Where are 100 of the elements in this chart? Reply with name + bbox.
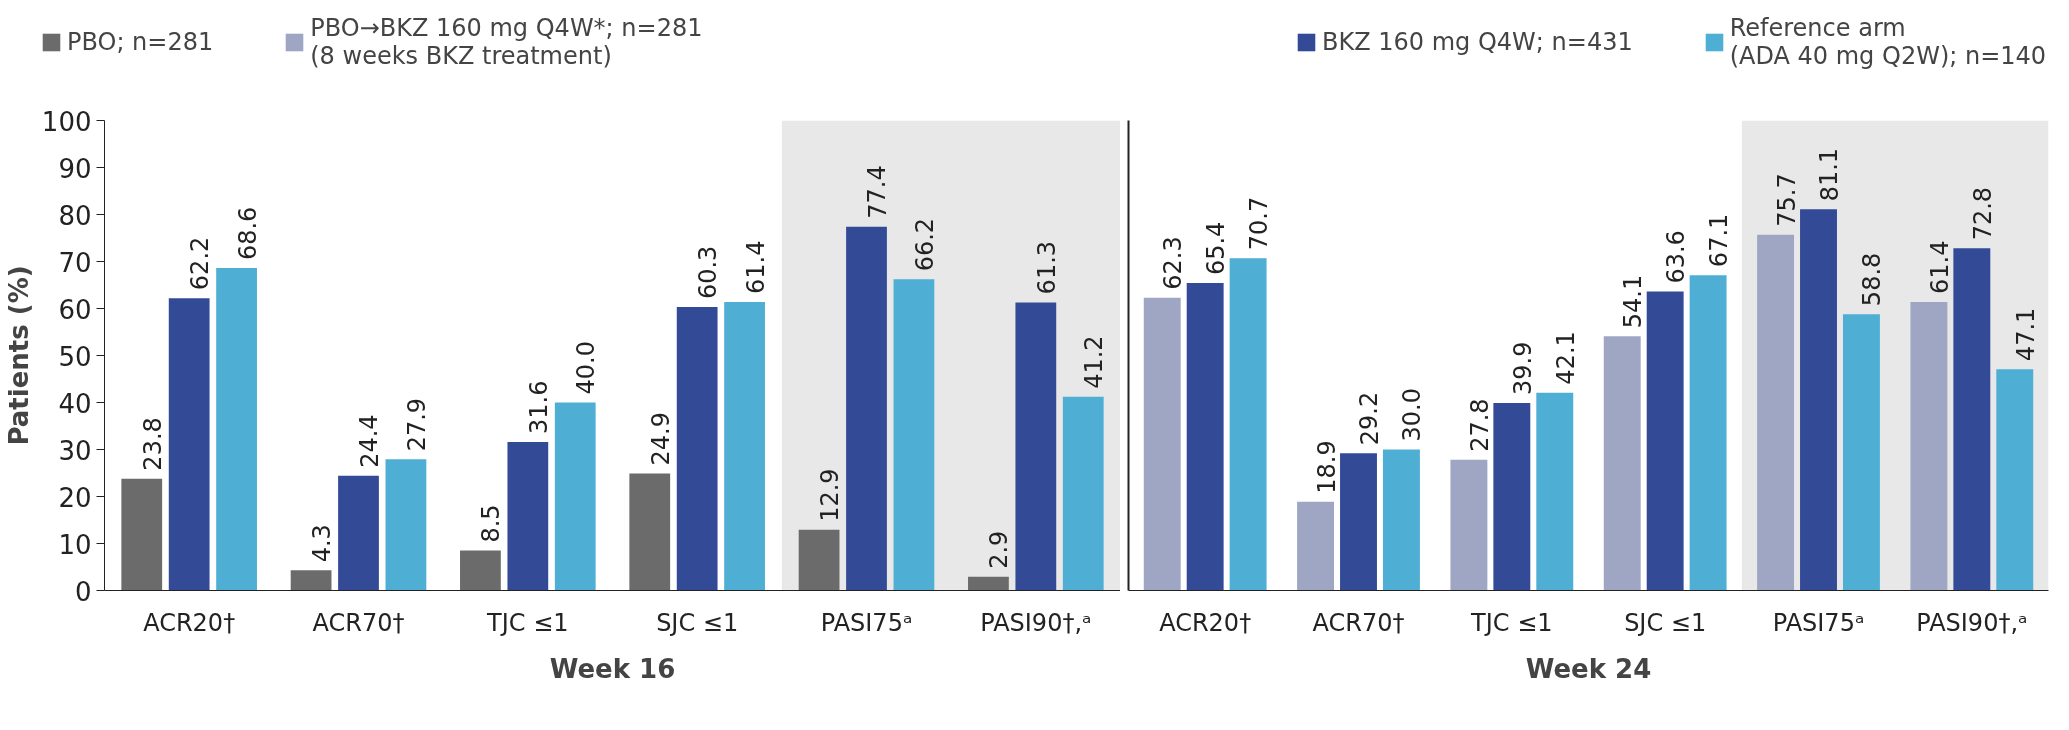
bar [1450, 459, 1488, 591]
data-label: 77.4 [863, 165, 892, 219]
data-label: 18.9 [1312, 440, 1341, 494]
bar [1910, 301, 1948, 591]
y-tick-label: 50 [58, 341, 92, 372]
bar [1953, 248, 1991, 591]
bar [629, 473, 671, 591]
data-label: 67.1 [1705, 213, 1734, 268]
legend-label: Reference arm (ADA 40 mg Q2W); n=140 [1729, 14, 2047, 70]
x-tick-label: ACR20† [1159, 608, 1252, 637]
y-tick-label: 70 [58, 247, 92, 278]
data-label: 24.9 [646, 412, 675, 466]
bar [1186, 283, 1224, 591]
data-label: 72.8 [1968, 186, 1997, 241]
bar [1757, 234, 1795, 591]
data-label: 70.7 [1245, 196, 1274, 251]
data-label: 62.2 [186, 236, 215, 291]
bar [724, 301, 765, 591]
bar [1062, 396, 1104, 591]
bar [968, 576, 1009, 591]
legend-label: BKZ 160 mg Q4W; n=431 [1322, 28, 1633, 56]
data-label: 23.8 [138, 417, 167, 471]
y-tick-label: 60 [58, 294, 92, 325]
data-label: 42.1 [1551, 331, 1580, 385]
bar [1297, 501, 1335, 591]
data-label: 58.8 [1858, 252, 1887, 307]
y-axis-title: Patients (%) [3, 265, 34, 446]
bar [290, 570, 332, 591]
bar [1800, 209, 1837, 591]
data-label: 41.2 [1080, 335, 1109, 389]
data-label: 24.4 [355, 414, 384, 468]
data-label: 39.9 [1508, 341, 1537, 395]
data-label: 31.6 [524, 380, 553, 434]
data-label: 54.1 [1619, 274, 1648, 329]
bar [1996, 369, 2034, 591]
data-label: 61.4 [741, 240, 770, 294]
data-label: 4.3 [308, 524, 337, 563]
y-tick-label: 20 [58, 482, 92, 513]
y-tick-label: 40 [58, 388, 92, 419]
bar [1493, 402, 1531, 591]
x-tick-label: TJC ≤1 [486, 608, 569, 637]
bar [554, 402, 596, 591]
bar [1603, 336, 1641, 591]
y-tick-label: 90 [58, 153, 92, 184]
x-tick-label: ACR20† [143, 608, 236, 637]
bar [846, 226, 887, 591]
data-label: 8.5 [477, 504, 506, 543]
x-tick-label: ACR70† [1312, 608, 1405, 637]
data-label: 60.3 [694, 245, 723, 300]
bar [1382, 449, 1420, 591]
bar [507, 441, 549, 591]
x-axis-title: Week 24 [1525, 653, 1652, 684]
x-tick-label: PASI75ᵃ [1772, 608, 1865, 637]
bar [338, 475, 379, 591]
data-label: 29.2 [1355, 391, 1384, 446]
bar [168, 298, 210, 591]
data-label: 61.3 [1032, 240, 1061, 295]
data-label: 62.3 [1159, 236, 1188, 290]
x-axis-title: Week 16 [549, 653, 676, 684]
legend-label: PBO→BKZ 160 mg Q4W*; n=281 (8 weeks BKZ treatment) [310, 14, 703, 70]
data-label: 75.7 [1772, 173, 1801, 227]
bar [676, 307, 718, 591]
bar [121, 478, 163, 591]
data-label: 66.2 [910, 217, 939, 272]
bar [1646, 291, 1684, 591]
y-tick-label: 100 [41, 106, 92, 137]
data-label: 47.1 [2011, 307, 2040, 362]
data-label: 12.9 [816, 468, 845, 522]
bar [1015, 302, 1057, 591]
bar [893, 279, 935, 591]
data-label: 40.0 [572, 341, 601, 395]
bar [1689, 275, 1727, 591]
y-tick-label: 30 [58, 435, 92, 466]
x-tick-label: ACR70† [312, 608, 405, 637]
x-tick-label: SJC ≤1 [1624, 608, 1707, 637]
bar [1229, 258, 1267, 591]
y-tick-label: 10 [58, 529, 92, 560]
data-label: 81.1 [1815, 147, 1844, 202]
x-tick-label: PASI75ᵃ [820, 608, 913, 637]
x-tick-label: SJC ≤1 [656, 608, 739, 637]
bar [460, 550, 501, 591]
y-tick-label: 80 [58, 200, 92, 231]
bar [385, 459, 427, 591]
y-tick-label: 0 [74, 576, 92, 607]
data-label: 63.6 [1662, 230, 1691, 284]
bar [1143, 297, 1181, 591]
data-label: 65.4 [1202, 221, 1231, 276]
data-label: 2.9 [985, 530, 1014, 569]
x-tick-label: TJC ≤1 [1470, 608, 1553, 637]
bar [1340, 453, 1377, 591]
bar [216, 268, 257, 591]
legend-label: PBO; n=281 [67, 28, 214, 56]
data-label: 68.6 [233, 206, 262, 261]
data-label: 61.4 [1925, 240, 1954, 294]
bar [1842, 314, 1880, 591]
bar [1536, 392, 1574, 591]
x-tick-label: PASI90†,ᵃ [980, 608, 1092, 637]
bar [798, 529, 840, 591]
x-tick-label: PASI90†,ᵃ [1916, 608, 2028, 637]
data-label: 27.9 [402, 397, 431, 452]
